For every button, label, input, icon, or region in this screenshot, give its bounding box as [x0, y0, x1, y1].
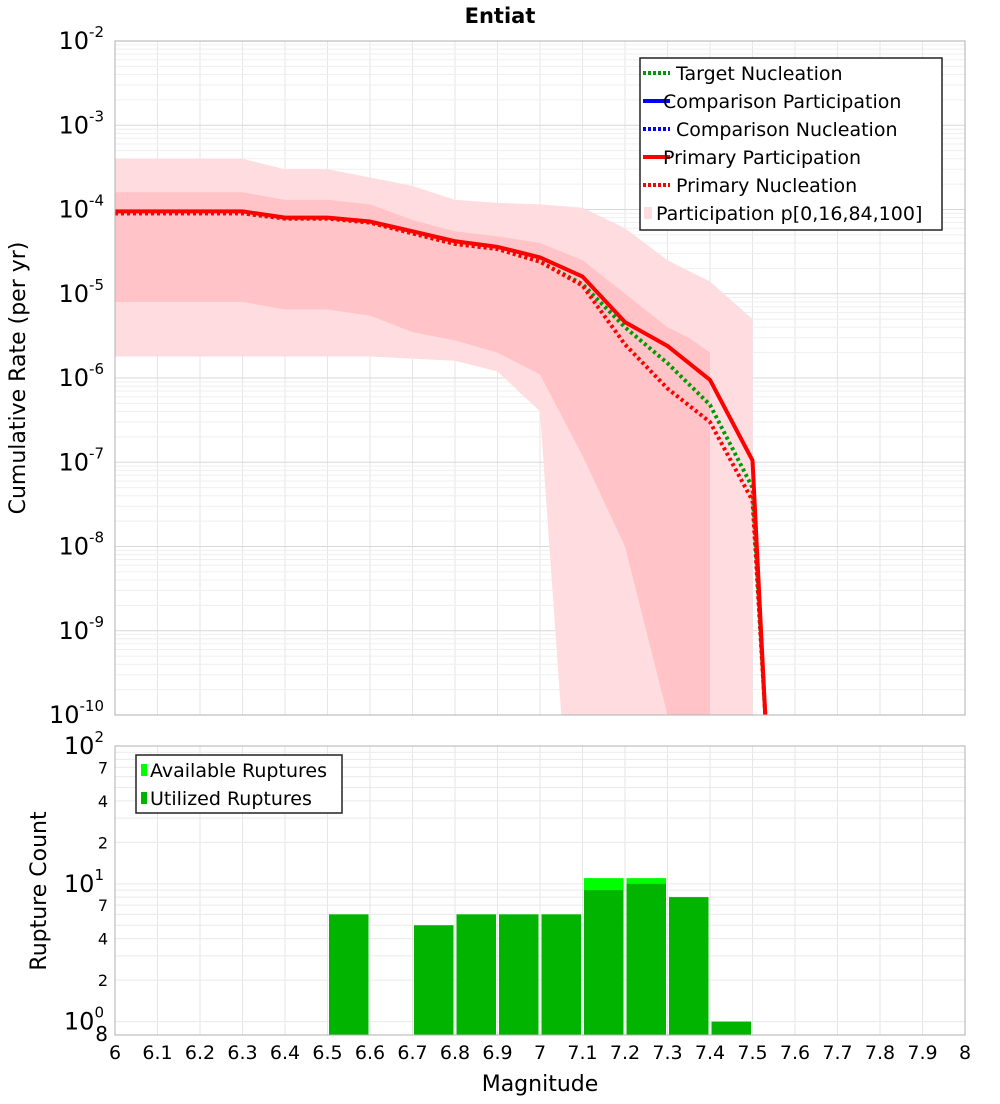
series-line-primary-participation — [115, 209, 768, 716]
top-plot-border — [114, 40, 966, 716]
top-chart-ylabel: Cumulative Rate (per yr) — [6, 242, 31, 515]
x-tick-label: 7.9 — [907, 1042, 937, 1064]
bar-utilized-ruptures — [626, 883, 666, 1035]
x-tick-label: 6.1 — [142, 1042, 172, 1064]
bottom-y-tick-label: 7 — [98, 896, 108, 915]
legend-label: Participation p[0,16,84,100] — [656, 203, 922, 225]
bar-utilized-ruptures — [456, 914, 496, 1035]
x-tick-label: 6.3 — [227, 1042, 257, 1064]
top-y-tick-label: 10-2 — [58, 23, 104, 55]
x-tick-label: 7.7 — [822, 1042, 852, 1064]
top-y-tick-label: 10-4 — [58, 192, 104, 224]
legend-label: Primary Participation — [663, 147, 861, 169]
x-tick-label: 6.5 — [312, 1042, 342, 1064]
legend-label: Utilized Ruptures — [150, 788, 312, 810]
bar-utilized-ruptures — [541, 914, 581, 1035]
bar-utilized-ruptures — [584, 890, 624, 1035]
x-tick-label: 6.7 — [397, 1042, 427, 1064]
x-tick-label: 6.8 — [440, 1042, 470, 1064]
legend-swatch-bar — [141, 792, 147, 804]
top-y-tick-label: 10-10 — [49, 697, 104, 729]
legend-label: Target Nucleation — [675, 63, 843, 85]
top-chart-group: 10-2 10-3 10-4 10-5 10-6 10-7 10-8 10-9 10-10 Tar… — [49, 23, 966, 729]
x-tick-label: 6 — [109, 1042, 121, 1064]
bar-utilized-ruptures — [499, 914, 539, 1035]
bottom-chart-ylabel: Rupture Count — [27, 811, 52, 971]
x-tick-label: 7.6 — [780, 1042, 810, 1064]
legend-label: Primary Nucleation — [676, 175, 857, 197]
x-tick-label: 7.1 — [567, 1042, 597, 1064]
bottom-legend-box — [135, 754, 343, 814]
x-tick-label: 8 — [959, 1042, 971, 1064]
top-y-tick-labels: 10-2 10-3 10-4 10-5 10-6 10-7 10-8 10-9 10-10 — [49, 23, 104, 729]
top-y-tick-label: 10-6 — [58, 360, 104, 392]
top-legend-box — [639, 57, 943, 231]
bottom-y-tick-label: 7 — [98, 758, 108, 777]
top-y-tick-label: 10-7 — [58, 444, 104, 476]
bottom-y-tick-label: 4 — [98, 930, 108, 949]
legend-swatch-band — [644, 207, 652, 219]
x-tick-label: 6.2 — [185, 1042, 215, 1064]
x-tick-label: 7.8 — [865, 1042, 895, 1064]
top-y-tick-label: 10-9 — [58, 613, 104, 645]
bottom-y-tick-label: 102 — [64, 728, 104, 760]
bottom-y-tick-label: 2 — [98, 971, 108, 990]
legend-label: Comparison Participation — [663, 91, 901, 113]
bottom-plot-border — [114, 745, 966, 1036]
bottom-y-tick-label: 8 — [95, 1022, 108, 1046]
top-y-tick-label: 10-3 — [58, 107, 104, 139]
bottom-y-tick-label: 2 — [98, 833, 108, 852]
top-chart-title: Entiat — [465, 4, 536, 28]
bottom-x-tick-labels: 6 6.1 6.2 6.3 6.4 6.5 6.6 6.7 6.8 6.9 7 7.1 7.2 7.3 7.… — [109, 1042, 971, 1064]
bottom-y-tick-label: 100 — [64, 1004, 104, 1036]
legend-label: Comparison Nucleation — [676, 119, 898, 141]
x-tick-label: 7.3 — [652, 1042, 682, 1064]
bottom-y-tick-label: 101 — [64, 866, 104, 898]
legend-swatch-bar — [141, 764, 147, 776]
bottom-legend: Available Ruptures Utilized Ruptures — [135, 754, 343, 814]
legend-label: Available Ruptures — [150, 760, 327, 782]
bottom-y-tick-label: 4 — [98, 792, 108, 811]
series-line-primary-nucleation — [115, 211, 768, 716]
x-tick-label: 7 — [534, 1042, 546, 1064]
x-tick-label: 6.4 — [270, 1042, 300, 1064]
top-y-tick-label: 10-5 — [58, 276, 104, 308]
x-tick-label: 7.4 — [695, 1042, 725, 1064]
bar-utilized-ruptures — [669, 897, 709, 1035]
top-legend: Target Nucleation Comparison Participatio… — [639, 57, 943, 231]
x-tick-label: 7.5 — [737, 1042, 767, 1064]
bar-utilized-ruptures — [414, 925, 454, 1035]
bottom-chart-xlabel: Magnitude — [482, 1072, 599, 1097]
participation-band-1 — [115, 192, 710, 716]
bar-utilized-ruptures — [329, 914, 369, 1035]
bar-utilized-ruptures — [711, 1021, 751, 1035]
x-tick-label: 6.6 — [355, 1042, 385, 1064]
x-tick-label: 6.9 — [482, 1042, 512, 1064]
x-tick-label: 7.2 — [610, 1042, 640, 1064]
top-y-tick-label: 10-8 — [58, 529, 104, 561]
